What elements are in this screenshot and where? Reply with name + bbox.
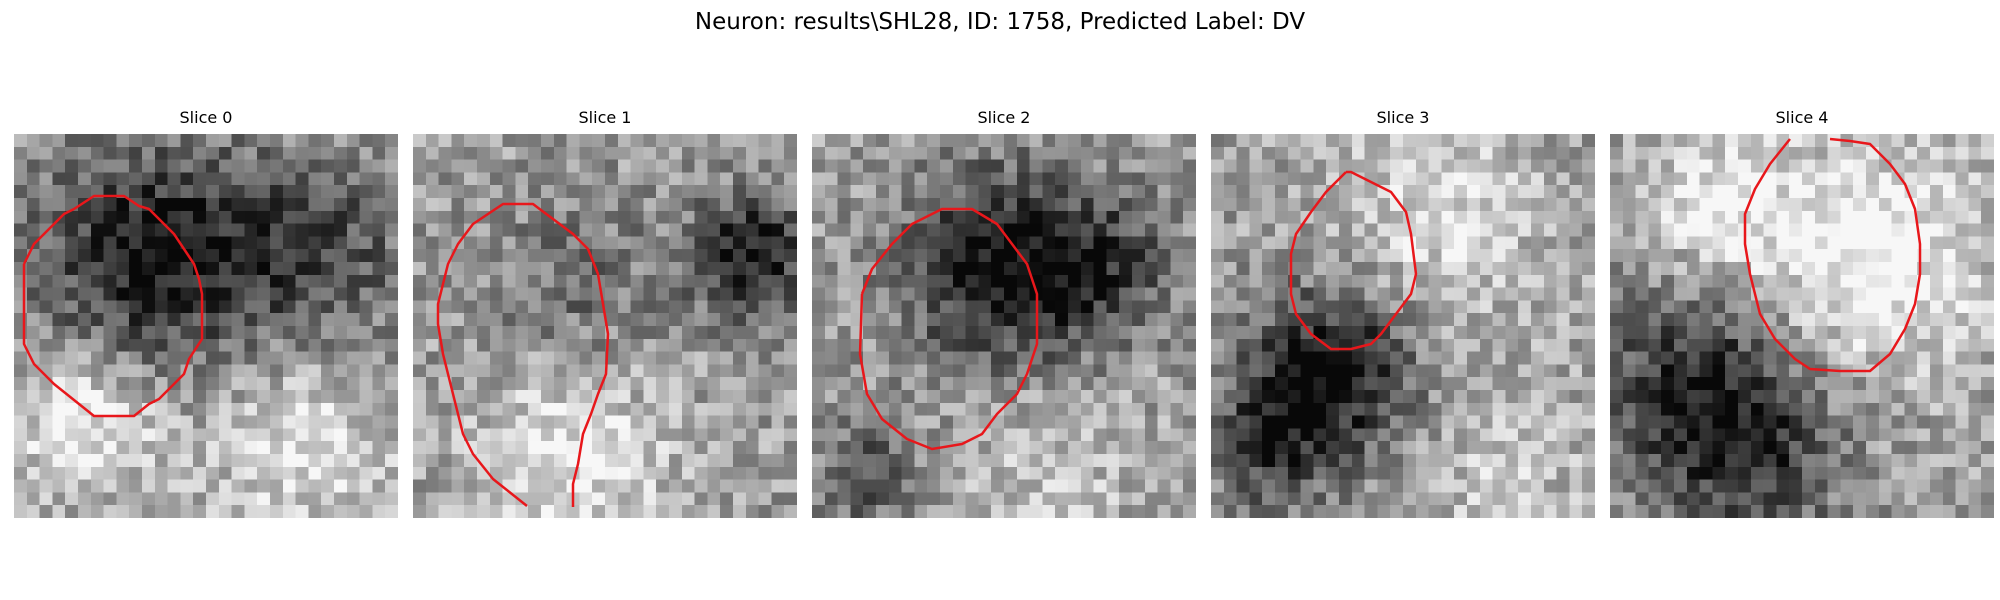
slice-title-1: Slice 1 (578, 108, 632, 127)
figure-title: Neuron: results\SHL28, ID: 1758, Predict… (694, 9, 1306, 35)
slice-image-1 (413, 134, 797, 518)
roi-contour-4 (1743, 137, 1922, 373)
roi-contour-line-4 (1743, 137, 1922, 373)
roi-contour-line-3 (1289, 170, 1418, 351)
slice-panel-4: Slice 4 (1610, 108, 1994, 518)
roi-contour-line-2 (858, 207, 1039, 451)
roi-contour-2 (858, 207, 1039, 451)
slice-panel-3: Slice 3 (1211, 108, 1595, 518)
slice-title-3: Slice 3 (1376, 108, 1430, 127)
slice-image-3 (1211, 134, 1595, 518)
roi-contour-line-0 (22, 194, 204, 418)
slice-title-4: Slice 4 (1775, 108, 1829, 127)
roi-contour-1 (436, 202, 610, 507)
roi-contour-3 (1289, 170, 1418, 351)
slice-title-0: Slice 0 (179, 108, 233, 127)
roi-contour-0 (22, 194, 204, 418)
roi-contour-line-1 (436, 202, 610, 507)
slice-panel-0: Slice 0 (14, 108, 398, 518)
slice-title-2: Slice 2 (977, 108, 1031, 127)
slice-panel-1: Slice 1 (413, 108, 797, 518)
slice-image-0 (14, 134, 398, 518)
slice-image-4 (1610, 134, 1994, 518)
slice-image-2 (812, 134, 1196, 518)
slice-panel-2: Slice 2 (812, 108, 1196, 518)
